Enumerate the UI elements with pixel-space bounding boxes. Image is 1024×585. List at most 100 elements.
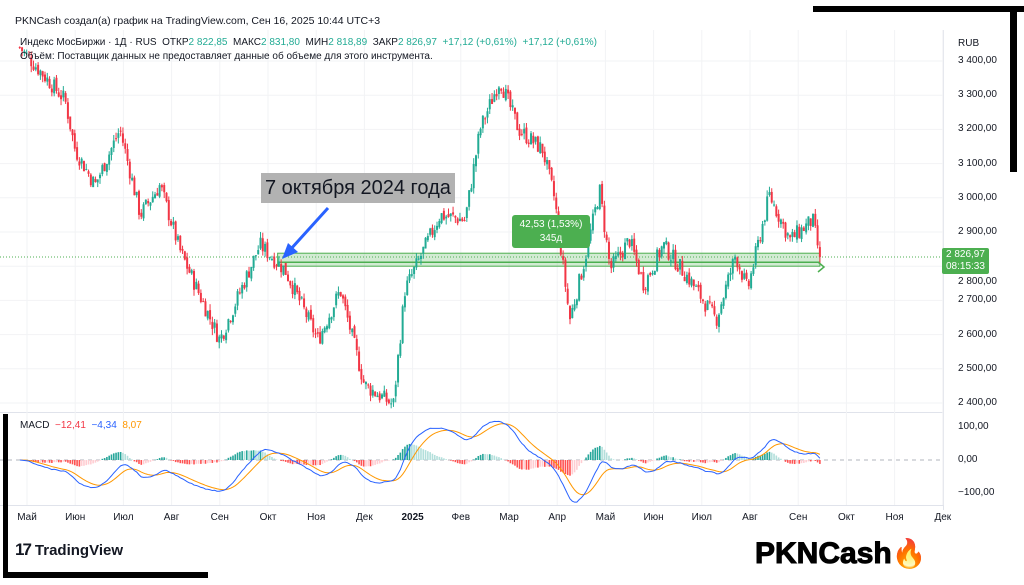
macd-histogram-bar xyxy=(220,460,223,462)
close-value: 2 826,97 xyxy=(397,37,437,48)
macd-histogram-bar xyxy=(174,460,177,463)
candle-body xyxy=(156,193,159,196)
macd-histogram-bar xyxy=(51,460,53,463)
time-tick-label: Май xyxy=(595,512,616,523)
macd-histogram-bar xyxy=(161,457,163,460)
macd-histogram-bar xyxy=(131,459,133,460)
candle-body xyxy=(151,196,154,203)
candle-body xyxy=(117,133,120,138)
time-axis-border xyxy=(0,505,943,506)
candle-body xyxy=(575,299,578,306)
candle-body xyxy=(543,151,546,163)
candle-body xyxy=(486,111,489,118)
macd-histogram-bar xyxy=(775,455,778,460)
candle-body xyxy=(624,242,627,260)
candle-body xyxy=(181,248,184,251)
macd-histogram-bar xyxy=(177,460,179,463)
candle-body xyxy=(103,163,106,171)
candle-body xyxy=(530,133,533,145)
candle-body xyxy=(293,283,296,296)
candle-body xyxy=(573,304,576,310)
macd-histogram-bar xyxy=(271,456,273,460)
candle-body xyxy=(170,220,173,226)
candle-body xyxy=(644,288,647,290)
macd-histogram-bar xyxy=(809,460,812,462)
candle-body xyxy=(436,225,439,230)
candle-body xyxy=(332,307,335,318)
macd-histogram-bar xyxy=(511,460,514,465)
candle-body xyxy=(555,197,558,210)
candle-body xyxy=(546,159,549,165)
time-tick-label: Авг xyxy=(742,512,758,523)
price-tick-label: 2 700,00 xyxy=(958,294,997,306)
macd-histogram-bar xyxy=(310,460,312,465)
candle-body xyxy=(149,202,152,206)
macd-histogram-bar xyxy=(796,460,798,464)
candle-body xyxy=(660,246,663,257)
macd-histogram-bar xyxy=(745,457,748,460)
macd-histogram-bar xyxy=(548,460,551,467)
date-annotation[interactable]: 7 октября 2024 года xyxy=(261,173,455,203)
macd-histogram-bar xyxy=(757,455,759,460)
macd-histogram-bar xyxy=(126,455,129,460)
time-tick-label: Июл xyxy=(113,512,134,523)
candle-body xyxy=(46,77,49,82)
macd-histogram-bar xyxy=(138,460,140,464)
macd-histogram-bar xyxy=(566,460,569,476)
macd-histogram-bar xyxy=(477,455,480,460)
macd-histogram-bar xyxy=(317,460,319,465)
candle-body xyxy=(614,255,617,259)
candle-body xyxy=(275,265,278,267)
macd-histogram-bar xyxy=(181,460,184,464)
candle-body xyxy=(426,236,429,241)
currency-button[interactable]: RUB xyxy=(950,36,988,51)
macd-histogram-bar xyxy=(62,460,65,462)
candle-body xyxy=(140,212,143,217)
macd-histogram-bar xyxy=(445,459,447,460)
macd-histogram-bar xyxy=(807,460,810,462)
candle-body xyxy=(390,403,393,405)
macd-histogram-bar xyxy=(748,458,750,460)
macd-histogram-bar xyxy=(541,460,544,467)
tradingview-logo[interactable]: 17 TradingView xyxy=(15,540,123,560)
candle-body xyxy=(695,285,698,287)
candle-body xyxy=(775,206,778,217)
macd-histogram-bar xyxy=(640,460,642,462)
macd-histogram-bar xyxy=(360,460,363,466)
last-price-value: 2 826,97 xyxy=(946,249,985,260)
price-tick-label: 3 000,00 xyxy=(958,191,997,203)
macd-histogram-bar xyxy=(695,460,697,462)
macd-histogram-bar xyxy=(122,452,124,460)
macd-title[interactable]: MACD xyxy=(20,420,50,431)
candle-body xyxy=(378,393,381,401)
candle-body xyxy=(761,223,764,243)
annotation-arrowhead-icon xyxy=(282,243,298,259)
candle-body xyxy=(21,47,24,51)
macd-histogram-bar xyxy=(720,460,723,461)
change-value: +17,12 (+0,61%) xyxy=(442,37,517,48)
candle-body xyxy=(534,136,537,142)
macd-histogram-bar xyxy=(626,458,629,460)
price-tick-label: 2 900,00 xyxy=(958,226,997,237)
candle-body xyxy=(518,128,521,136)
candle-body xyxy=(190,270,193,274)
macd-histogram-bar xyxy=(83,460,85,466)
macd-histogram-bar xyxy=(798,460,801,464)
macd-histogram-bar xyxy=(314,460,317,466)
candle-body xyxy=(500,88,503,91)
macd-histogram-bar xyxy=(261,451,264,460)
price-tick-label: 2 800,00 xyxy=(958,276,997,287)
candle-body xyxy=(429,228,432,235)
candle-body xyxy=(133,177,136,196)
macd-histogram-bar xyxy=(200,460,202,464)
candle-body xyxy=(433,230,436,238)
last-price-badge: 2 826,97 08:15:33 xyxy=(942,248,989,274)
candle-body xyxy=(39,70,42,76)
macd-histogram-bar xyxy=(546,460,548,467)
symbol-name[interactable]: Индекс МосБиржи · 1Д · RUS xyxy=(20,37,157,48)
macd-histogram-bar xyxy=(727,456,729,460)
candle-body xyxy=(394,384,397,397)
candle-body xyxy=(220,334,223,339)
candle-body xyxy=(381,394,384,399)
